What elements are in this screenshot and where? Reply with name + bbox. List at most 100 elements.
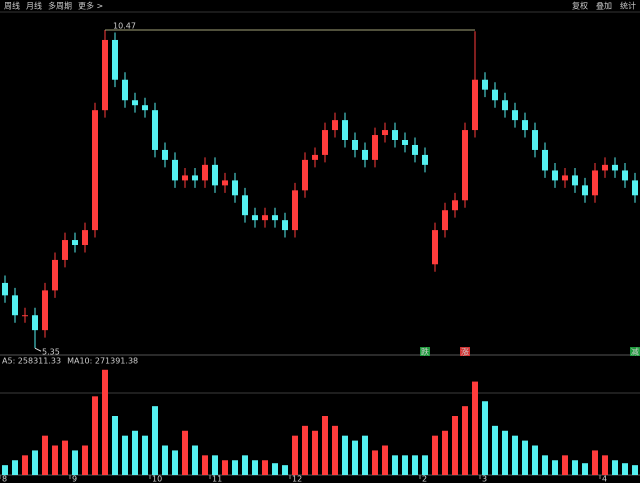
candle-body — [412, 144, 418, 155]
volume-bar — [382, 445, 388, 475]
volume-bar — [112, 416, 118, 475]
volume-bar — [322, 416, 328, 475]
candle-body — [592, 170, 598, 196]
candle-body — [62, 240, 68, 260]
volume-bar — [612, 460, 618, 475]
candle-body — [372, 135, 378, 160]
candle-body — [282, 220, 288, 231]
volume-bar — [482, 401, 488, 475]
candle-body — [492, 89, 498, 101]
low-label: 5.35 — [42, 348, 60, 357]
candle-body — [472, 79, 478, 131]
volume-bar — [232, 460, 238, 475]
volume-bar — [132, 430, 138, 475]
candle-body — [522, 120, 528, 131]
volume-bar — [572, 460, 578, 475]
toolbar-button[interactable]: 统计 — [620, 1, 636, 11]
toolbar-tab[interactable]: 多周期 — [48, 1, 72, 11]
candle-body — [532, 130, 538, 150]
candle-body — [582, 185, 588, 196]
volume-bar — [372, 450, 378, 475]
candle-body — [312, 154, 318, 160]
volume-bar — [82, 445, 88, 475]
volume-bar — [342, 435, 348, 475]
volume-bar — [222, 460, 228, 475]
volume-bar — [472, 381, 478, 475]
candle-body — [632, 180, 638, 196]
volume-bar — [552, 460, 558, 475]
candle-body — [462, 130, 468, 201]
volume-bar — [12, 460, 18, 475]
candle-body — [122, 79, 128, 101]
candle-body — [402, 140, 408, 145]
volume-bar — [602, 455, 608, 475]
x-tick-label: 8 — [2, 475, 7, 483]
volume-bar — [432, 435, 438, 475]
high-label: 10.47 — [113, 22, 136, 31]
volume-bar — [182, 430, 188, 475]
ma-label: MA10: 271391.38 — [67, 357, 138, 366]
candle-body — [132, 100, 138, 106]
volume-bar — [72, 450, 78, 475]
candle-body — [502, 100, 508, 111]
candle-body — [552, 170, 558, 181]
toolbar-tab[interactable]: 更多 > — [78, 1, 103, 11]
volume-bar — [502, 430, 508, 475]
toolbar-button[interactable]: 复权 — [572, 1, 588, 11]
signal-label: 减 — [631, 347, 639, 357]
candle-body — [2, 282, 8, 296]
candle-body — [322, 130, 328, 155]
volume-bar — [582, 463, 588, 475]
toolbar-button[interactable]: 叠加 — [596, 1, 612, 11]
candle-body — [222, 180, 228, 186]
volume-bar — [212, 455, 218, 475]
candle-body — [202, 164, 208, 181]
volume-bar — [262, 460, 268, 475]
candle-body — [212, 164, 218, 186]
candle-body — [162, 149, 168, 160]
volume-bar — [282, 465, 288, 475]
candle-body — [82, 230, 88, 246]
volume-bar — [622, 463, 628, 475]
candle-body — [32, 315, 38, 331]
candle-body — [252, 215, 258, 221]
candle-body — [172, 159, 178, 181]
volume-bar — [152, 406, 158, 475]
candle-body — [242, 195, 248, 216]
candle-body — [92, 110, 98, 231]
volume-bar — [312, 430, 318, 475]
candle-body — [352, 140, 358, 150]
candle-body — [142, 105, 148, 111]
x-tick-label: 10 — [152, 475, 162, 483]
candle-body — [342, 120, 348, 141]
volume-bar — [492, 425, 498, 475]
volume-bar — [362, 435, 368, 475]
x-tick-label: 9 — [72, 475, 77, 483]
x-tick-label: 4 — [602, 475, 607, 483]
volume-bar — [122, 435, 128, 475]
volume-bar — [442, 430, 448, 475]
volume-bar — [422, 455, 428, 475]
signal-box — [420, 347, 430, 356]
volume-bar — [452, 416, 458, 475]
x-tick-label: 11 — [212, 475, 222, 483]
candle-body — [302, 159, 308, 191]
candle-body — [192, 175, 198, 181]
candle-body — [482, 79, 488, 90]
volume-bar — [392, 455, 398, 475]
candle-body — [602, 164, 608, 171]
signal-label: 跌 — [421, 347, 429, 357]
volume-bar — [22, 455, 28, 475]
toolbar-tab[interactable]: 周线 — [4, 1, 20, 11]
toolbar-tab[interactable]: 月线 — [26, 1, 42, 11]
candle-body — [12, 295, 18, 316]
volume-bar — [62, 440, 68, 475]
low-pointer — [34, 347, 42, 352]
volume-bar — [32, 450, 38, 475]
volume-bar — [562, 455, 568, 475]
volume-bar — [42, 435, 48, 475]
signal-box — [460, 347, 470, 356]
candle-body — [272, 215, 278, 221]
